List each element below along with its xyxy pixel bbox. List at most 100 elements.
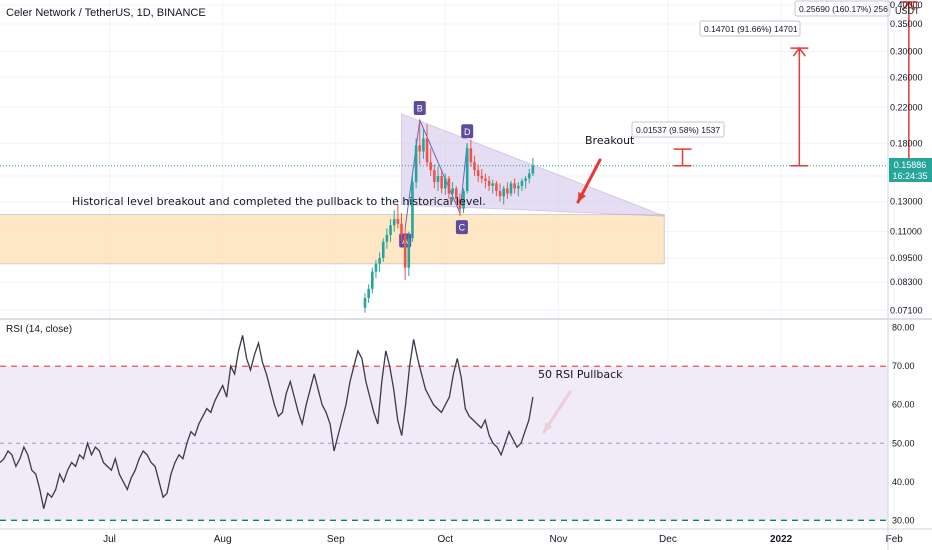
- candle-body: [487, 180, 491, 186]
- candle-body: [480, 176, 484, 179]
- candle-body: [509, 183, 513, 194]
- candle-body: [498, 190, 502, 197]
- candle-body: [458, 198, 462, 209]
- candle-body: [502, 188, 505, 197]
- candle-body: [418, 145, 422, 152]
- current-price-tag: 0.15886 16:24:35: [889, 158, 932, 182]
- candle-body: [407, 238, 411, 268]
- time-axis-label: Dec: [659, 534, 677, 545]
- measure-arrowhead: [902, 0, 916, 11]
- pattern-point-label: D: [464, 127, 471, 137]
- price-axis-tick: 0.13000: [890, 197, 923, 207]
- rsi-pullback-label[interactable]: 50 RSI Pullback: [538, 368, 623, 381]
- measure-label-box: [699, 20, 801, 37]
- rsi-axis-tick: 30.00: [892, 515, 915, 525]
- candle-body: [513, 183, 516, 189]
- candle-body: [524, 178, 527, 181]
- rsi-line: [0, 335, 534, 509]
- rsi-title: RSI (14, close): [6, 324, 72, 335]
- candle-body: [527, 173, 531, 179]
- candle-body: [400, 223, 403, 235]
- candle-body: [392, 219, 396, 226]
- candle-body: [454, 188, 458, 199]
- pattern-point-label: C: [459, 223, 466, 233]
- candle-body: [495, 183, 498, 191]
- pattern-point-label: B: [417, 103, 423, 113]
- measure-arrowhead: [792, 46, 806, 57]
- rsi-axis-tick: 50.00: [892, 438, 915, 448]
- candle-body: [371, 271, 374, 289]
- support-zone: [0, 214, 665, 265]
- candle-body: [469, 148, 473, 163]
- time-axis-label: Sep: [327, 534, 345, 545]
- time-axis-label: 2022: [770, 534, 793, 545]
- candle-body: [425, 138, 429, 163]
- pattern-point-badge: [461, 124, 474, 139]
- pattern-point-badge: [455, 220, 468, 235]
- candle-body: [476, 170, 480, 177]
- candle-body: [465, 148, 469, 191]
- candle-body: [462, 190, 465, 209]
- time-axis-label: Feb: [886, 534, 904, 545]
- breakout-label[interactable]: Breakout: [585, 134, 635, 147]
- candle-body: [403, 234, 407, 268]
- currency-label: USDT: [895, 6, 920, 16]
- candle-body: [444, 178, 447, 189]
- price-axis-tick: 0.35000: [890, 19, 923, 29]
- time-axis-label: Nov: [550, 534, 568, 545]
- rsi-axis-tick: 80.00: [892, 323, 915, 333]
- candle-body: [367, 288, 370, 299]
- time-axis-label: Aug: [214, 534, 232, 545]
- candle-body: [517, 185, 520, 189]
- candlestick-series: [363, 119, 535, 313]
- symbol-title: Celer Network / TetherUS, 1D, BINANCE: [6, 7, 206, 19]
- candle-countdown: 16:24:35: [892, 171, 927, 181]
- candle-body: [363, 298, 367, 308]
- time-axis-label: Oct: [438, 534, 454, 545]
- time-axis-label: Jul: [103, 534, 116, 545]
- price-axis-tick: 0.11000: [890, 227, 922, 237]
- price-axis-tick: 0.08300: [890, 277, 923, 287]
- breakout-arrow-head: [578, 192, 587, 202]
- candle-body: [451, 188, 454, 194]
- measure-label: 0.14701 (91.66%) 14701: [704, 24, 798, 34]
- price-range-measures: 0.01537 (9.58%) 1537 0.14701 (91.66%) 147…: [631, 0, 918, 167]
- candle-body: [506, 188, 509, 194]
- price-axis-tick: 0.18000: [890, 138, 923, 148]
- price-axis-tick: 0.30000: [890, 47, 923, 57]
- candle-body: [436, 176, 440, 183]
- candle-body: [422, 138, 425, 152]
- rsi-axis-tick: 60.00: [892, 400, 915, 410]
- candle-body: [491, 183, 495, 186]
- abcd-zigzag: [404, 118, 468, 229]
- candle-body: [429, 162, 432, 171]
- candle-body: [520, 180, 524, 186]
- candle-body: [396, 219, 400, 224]
- candle-body: [374, 263, 378, 272]
- candle-body: [411, 182, 414, 239]
- price-axis-tick: 0.40000: [890, 0, 923, 10]
- candle-body: [447, 178, 451, 194]
- rsi-axis-tick: 70.00: [892, 361, 915, 371]
- grid-lines: [0, 0, 895, 528]
- candle-body: [473, 162, 476, 171]
- candle-body: [389, 225, 392, 235]
- measure-label: 0.25690 (160.17%) 256: [799, 4, 888, 14]
- rsi-series: [0, 335, 888, 521]
- measure-label-box: [794, 0, 891, 17]
- candle-body: [378, 257, 381, 264]
- measure-label: 0.01537 (9.58%) 1537: [636, 125, 720, 135]
- current-price-value: 0.15886: [894, 160, 927, 170]
- price-axis-tick: 0.22000: [890, 102, 923, 112]
- price-axis-tick: 0.09500: [890, 253, 923, 263]
- measure-label-box: [631, 121, 725, 138]
- price-axis-tick: 0.26000: [890, 72, 923, 82]
- candle-body: [440, 176, 443, 189]
- price-axis-tick: 0.07100: [890, 305, 923, 315]
- candle-body: [385, 234, 389, 242]
- candle-body: [414, 145, 418, 183]
- historical-note[interactable]: Historical level breakout and completed …: [72, 195, 486, 208]
- candle-body: [381, 241, 385, 258]
- candle-body: [531, 165, 535, 174]
